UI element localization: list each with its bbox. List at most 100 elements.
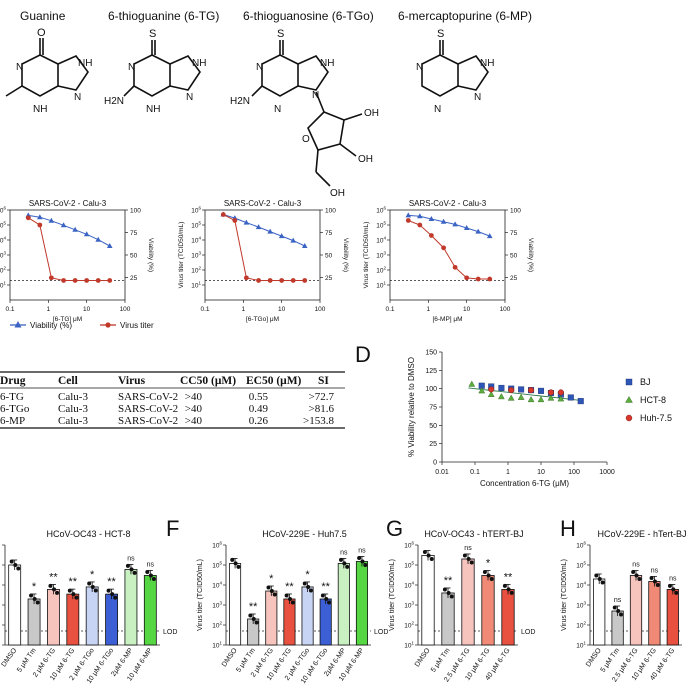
- virus-titer-point: [95, 278, 101, 283]
- y-tick-label: 102: [376, 266, 386, 275]
- x-tick-label: 10: [278, 306, 286, 313]
- bar: [47, 589, 60, 646]
- virus-titer-point: [267, 278, 273, 283]
- table-cell: >40: [185, 403, 203, 415]
- replicate-dot: [597, 576, 602, 581]
- replicate-dot: [324, 596, 329, 601]
- y-tick-label: 106: [576, 541, 586, 550]
- huh-point: [528, 387, 535, 394]
- hct8-point: [547, 394, 555, 401]
- y2-axis-label: Viability (%): [342, 238, 349, 272]
- replicate-dot: [509, 590, 514, 595]
- y2-tick-label: 100: [510, 208, 521, 215]
- x-tick-label: 1: [47, 306, 51, 313]
- virus-titer-point: [290, 278, 296, 283]
- x-axis-label: Concentration 6-TG (μM): [480, 479, 569, 488]
- y-tick-label: 104: [191, 236, 201, 245]
- hct8-point: [478, 387, 486, 394]
- replicate-dot: [616, 609, 621, 614]
- legend-huh-marker: [625, 414, 633, 422]
- viability-point: [417, 213, 423, 219]
- bj-point: [518, 386, 525, 393]
- viability-point: [452, 221, 458, 227]
- x-tick-label: 10: [83, 306, 91, 313]
- replicate-dot: [67, 588, 72, 593]
- category-label: DMSO: [585, 647, 603, 669]
- replicate-dot: [612, 605, 617, 610]
- replicate-dot: [52, 587, 57, 592]
- panel-letter-f: F: [166, 516, 179, 541]
- replicate-dot: [90, 584, 95, 589]
- plot-frame: [9, 209, 126, 301]
- viability-point: [255, 224, 262, 230]
- replicate-dot: [342, 561, 347, 566]
- x-axis-label: [6-MP] μM: [432, 316, 462, 323]
- virus-titer-point: [61, 278, 66, 283]
- replicate-dot: [35, 600, 40, 605]
- virus-titer-point: [487, 276, 493, 282]
- bar: [593, 578, 606, 646]
- replicate-dot: [360, 559, 365, 564]
- mercaptopurine-n1: N: [416, 62, 423, 73]
- y2-tick-label: 100: [130, 208, 141, 215]
- x-axis-label: [6-TGo] μM: [246, 316, 279, 323]
- y-tick-label: 75: [429, 405, 437, 412]
- replicate-dot: [652, 579, 657, 584]
- x-tick-label: 0.1: [5, 306, 14, 313]
- replicate-dot: [422, 549, 427, 554]
- hct8-point: [527, 396, 535, 403]
- y-tick-label: 103: [404, 601, 414, 610]
- table-header-cell: Virus: [118, 375, 146, 387]
- table-cell: >72.7: [309, 391, 335, 403]
- category-label: DMSO: [221, 647, 239, 669]
- replicate-dot: [649, 575, 654, 580]
- table-cell: Calu-3: [58, 403, 88, 415]
- guanine-structure: [5, 38, 89, 97]
- panel-letter-g: G: [386, 516, 403, 541]
- y2-tick-label: 50: [130, 253, 138, 260]
- plot-frame: [204, 209, 321, 301]
- replicate-dot: [16, 566, 21, 571]
- bar: [66, 593, 80, 646]
- table-header-cell: Drug: [0, 375, 26, 387]
- y-tick-label: 106: [212, 541, 222, 550]
- thioguanine-h2n: H2N: [104, 96, 124, 107]
- replicate-dot: [230, 557, 235, 562]
- viability-point: [48, 217, 55, 223]
- table-cell: >40: [185, 415, 203, 427]
- y-tick-label: 101: [376, 281, 386, 290]
- replicate-dot: [48, 583, 53, 588]
- viability-point: [267, 228, 273, 234]
- y-tick-label: 102: [191, 266, 201, 275]
- replicate-dot: [272, 592, 277, 597]
- y-tick-label: 105: [576, 561, 586, 570]
- table-cell: 0.49: [249, 403, 269, 415]
- replicate-dot: [269, 589, 274, 594]
- replicate-dot: [594, 573, 599, 578]
- table-cell: SARS-CoV-2: [118, 391, 178, 403]
- table-cell: 6-MP: [0, 415, 25, 427]
- virus-titer-point: [25, 215, 31, 221]
- replicate-dot: [106, 588, 111, 593]
- bar: [501, 589, 515, 646]
- legend-hct8-marker: [625, 396, 633, 403]
- replicate-dot: [129, 567, 134, 572]
- bar: [355, 561, 368, 646]
- y-tick-label: 103: [0, 251, 6, 260]
- virus-titer-point: [441, 245, 446, 251]
- significance-label: ns: [632, 561, 640, 568]
- replicate-dot: [87, 581, 92, 586]
- viability-point: [37, 214, 43, 220]
- hct8-point: [517, 393, 525, 400]
- mercaptopurine-title: 6-mercaptopurine (6-MP): [398, 9, 532, 23]
- table-cell: 0.55: [249, 391, 269, 403]
- bar: [105, 593, 118, 646]
- y2-tick-label: 25: [130, 275, 138, 282]
- y-axis-label: % Viability relative to DMSO: [407, 357, 416, 457]
- bar: [337, 563, 350, 646]
- significance-label: ns: [614, 597, 622, 604]
- y-tick-label: 105: [191, 221, 201, 230]
- y2-tick-label: 75: [510, 230, 518, 237]
- table-cell: Calu-3: [58, 391, 88, 403]
- thioguanine-nh1: NH: [192, 58, 206, 69]
